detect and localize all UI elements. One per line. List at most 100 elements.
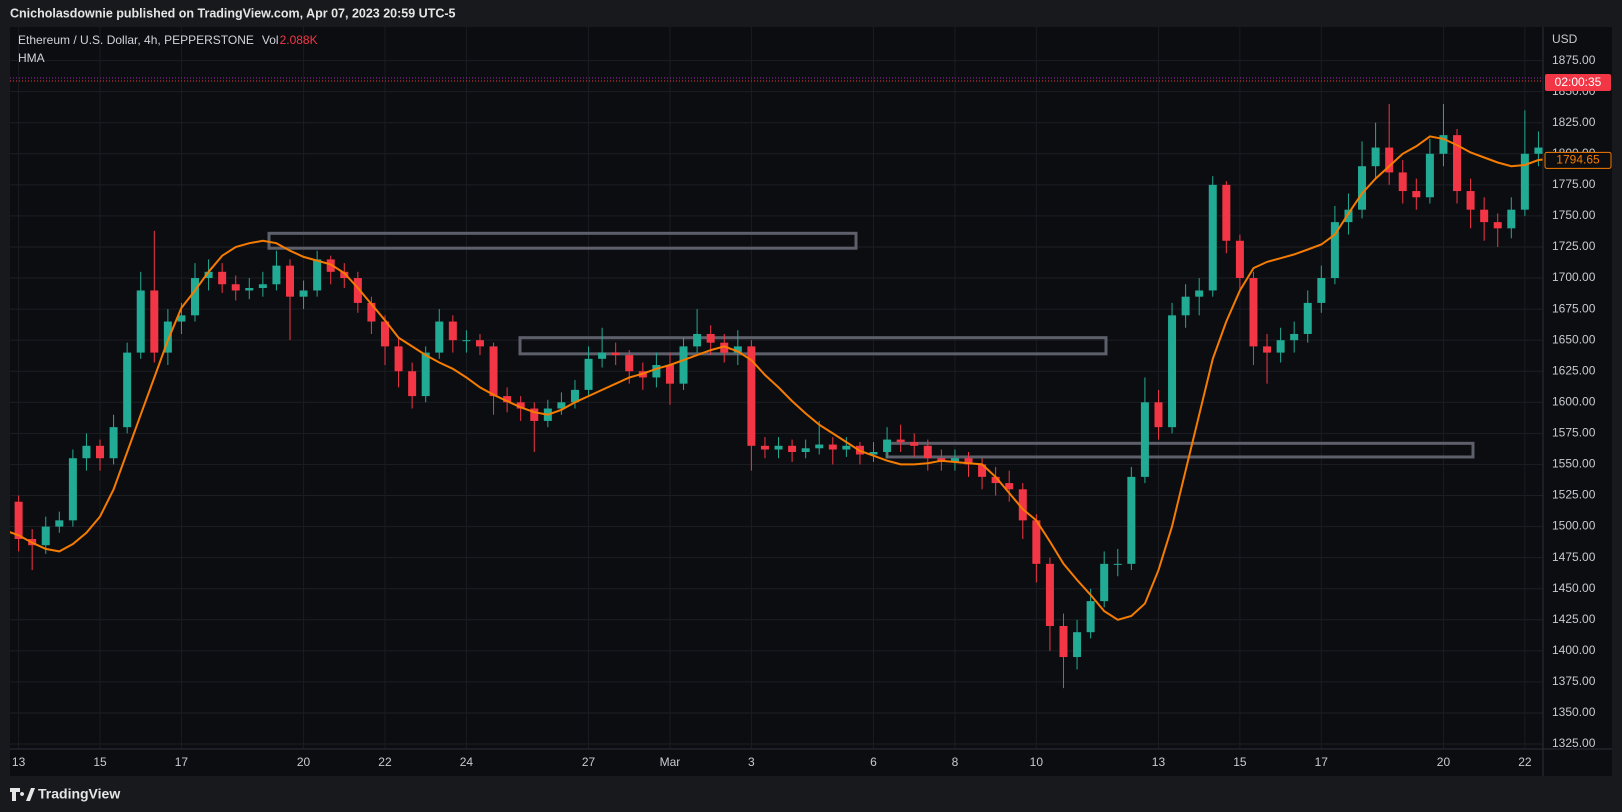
- x-tick-label: 6: [870, 755, 877, 769]
- candle-body: [747, 346, 756, 446]
- candle-body: [272, 265, 281, 285]
- y-tick-label: 1825.00: [1552, 115, 1596, 129]
- y-tick-label: 1400.00: [1552, 643, 1596, 657]
- candle-body: [55, 520, 64, 527]
- y-tick-label: 1325.00: [1552, 736, 1596, 750]
- candle-body: [1154, 402, 1163, 428]
- y-tick-label: 1575.00: [1552, 426, 1596, 440]
- plot-area: [10, 77, 1543, 689]
- last-price-badge: [1544, 151, 1612, 169]
- candle-body: [82, 445, 91, 459]
- y-tick-label: 1375.00: [1552, 674, 1596, 688]
- x-tick-label: 20: [1437, 755, 1451, 769]
- tradingview-logo: TradingView: [10, 786, 120, 802]
- footer-brand: TradingView: [38, 786, 120, 802]
- candle-body: [1018, 489, 1027, 521]
- candle-body: [1453, 135, 1462, 192]
- candle-body: [1073, 632, 1082, 658]
- candle-body: [896, 439, 905, 443]
- candle-body: [774, 445, 783, 450]
- candle-body: [14, 501, 23, 539]
- candle-body: [475, 340, 484, 347]
- candle-body: [1330, 222, 1339, 279]
- candle-body: [394, 346, 403, 372]
- candle-body: [367, 302, 376, 322]
- y-tick-label: 1600.00: [1552, 394, 1596, 408]
- candle-body: [109, 427, 118, 459]
- grid: [10, 27, 1543, 749]
- candle-body: [530, 408, 539, 421]
- candle-body: [1249, 278, 1258, 347]
- candle-body: [1235, 240, 1244, 279]
- candle-body: [489, 346, 498, 397]
- y-tick-label: 1450.00: [1552, 581, 1596, 595]
- candle-body: [1480, 209, 1489, 223]
- candle-body: [313, 259, 322, 291]
- candle-body: [218, 271, 227, 285]
- x-tick-label: 22: [378, 755, 392, 769]
- volume-value: 2.088K: [280, 33, 318, 47]
- y-tick-label: 1650.00: [1552, 332, 1596, 346]
- y-tick-label: 1625.00: [1552, 363, 1596, 377]
- candle-body: [1195, 290, 1204, 297]
- candle-body: [1113, 563, 1122, 565]
- candle-body: [204, 271, 213, 279]
- candle-body: [448, 321, 457, 341]
- candle-body: [1032, 520, 1041, 564]
- candle-body: [557, 402, 566, 409]
- candle-body: [380, 321, 389, 347]
- x-tick-label: 17: [1315, 755, 1329, 769]
- candle-body: [1086, 601, 1095, 633]
- candle-body: [435, 321, 444, 353]
- y-tick-label: 1675.00: [1552, 301, 1596, 315]
- x-tick-label: 13: [1152, 755, 1166, 769]
- candle-body: [760, 445, 769, 450]
- candle-body: [299, 290, 308, 297]
- y-tick-label: 1500.00: [1552, 519, 1596, 533]
- y-tick-label: 1725.00: [1552, 239, 1596, 253]
- candle-body: [326, 259, 335, 272]
- candle-body: [923, 445, 932, 459]
- candle-body: [421, 352, 430, 397]
- zone-box: [267, 231, 858, 250]
- last-price-label: 1794.65: [1556, 153, 1600, 167]
- y-tick-label: 1475.00: [1552, 550, 1596, 564]
- y-tick-label: 1700.00: [1552, 270, 1596, 284]
- candle-body: [150, 290, 159, 353]
- candle-body: [1534, 147, 1543, 154]
- countdown-badge: [1545, 74, 1611, 91]
- x-tick-label: 20: [297, 755, 311, 769]
- candle-body: [1140, 402, 1149, 477]
- x-tick-label: 3: [748, 755, 755, 769]
- candle-body: [570, 389, 579, 403]
- symbol-legend: Ethereum / U.S. Dollar, 4h, PEPPERSTONE: [18, 33, 254, 47]
- candle-body: [679, 346, 688, 384]
- candle-body: [1303, 302, 1312, 334]
- candle-body: [950, 458, 959, 462]
- candle-body: [828, 444, 837, 450]
- candle-body: [1263, 346, 1272, 353]
- candle-body: [123, 352, 132, 428]
- candle-body: [625, 355, 634, 372]
- logo-icon: [10, 788, 35, 801]
- candle-body: [258, 284, 267, 288]
- candle-body: [788, 445, 797, 453]
- candle-body: [1222, 184, 1231, 241]
- candle-body: [652, 365, 661, 378]
- y-tick-label: 1875.00: [1552, 53, 1596, 67]
- candle-body: [191, 278, 200, 316]
- candle-body: [1100, 563, 1109, 602]
- candle-body: [1317, 278, 1326, 303]
- x-tick-label: 27: [582, 755, 596, 769]
- candle-body: [1276, 340, 1285, 353]
- candle-body: [286, 265, 294, 297]
- x-tick-label: 22: [1518, 755, 1532, 769]
- candle-body: [1208, 184, 1217, 291]
- candle-body: [1181, 296, 1190, 316]
- publisher-header: Cnicholasdownie published on TradingView…: [10, 6, 456, 20]
- candle-body: [611, 352, 620, 356]
- x-tick-label: Mar: [660, 755, 681, 769]
- y-tick-label: 1750.00: [1552, 208, 1596, 222]
- candle-body: [503, 396, 512, 403]
